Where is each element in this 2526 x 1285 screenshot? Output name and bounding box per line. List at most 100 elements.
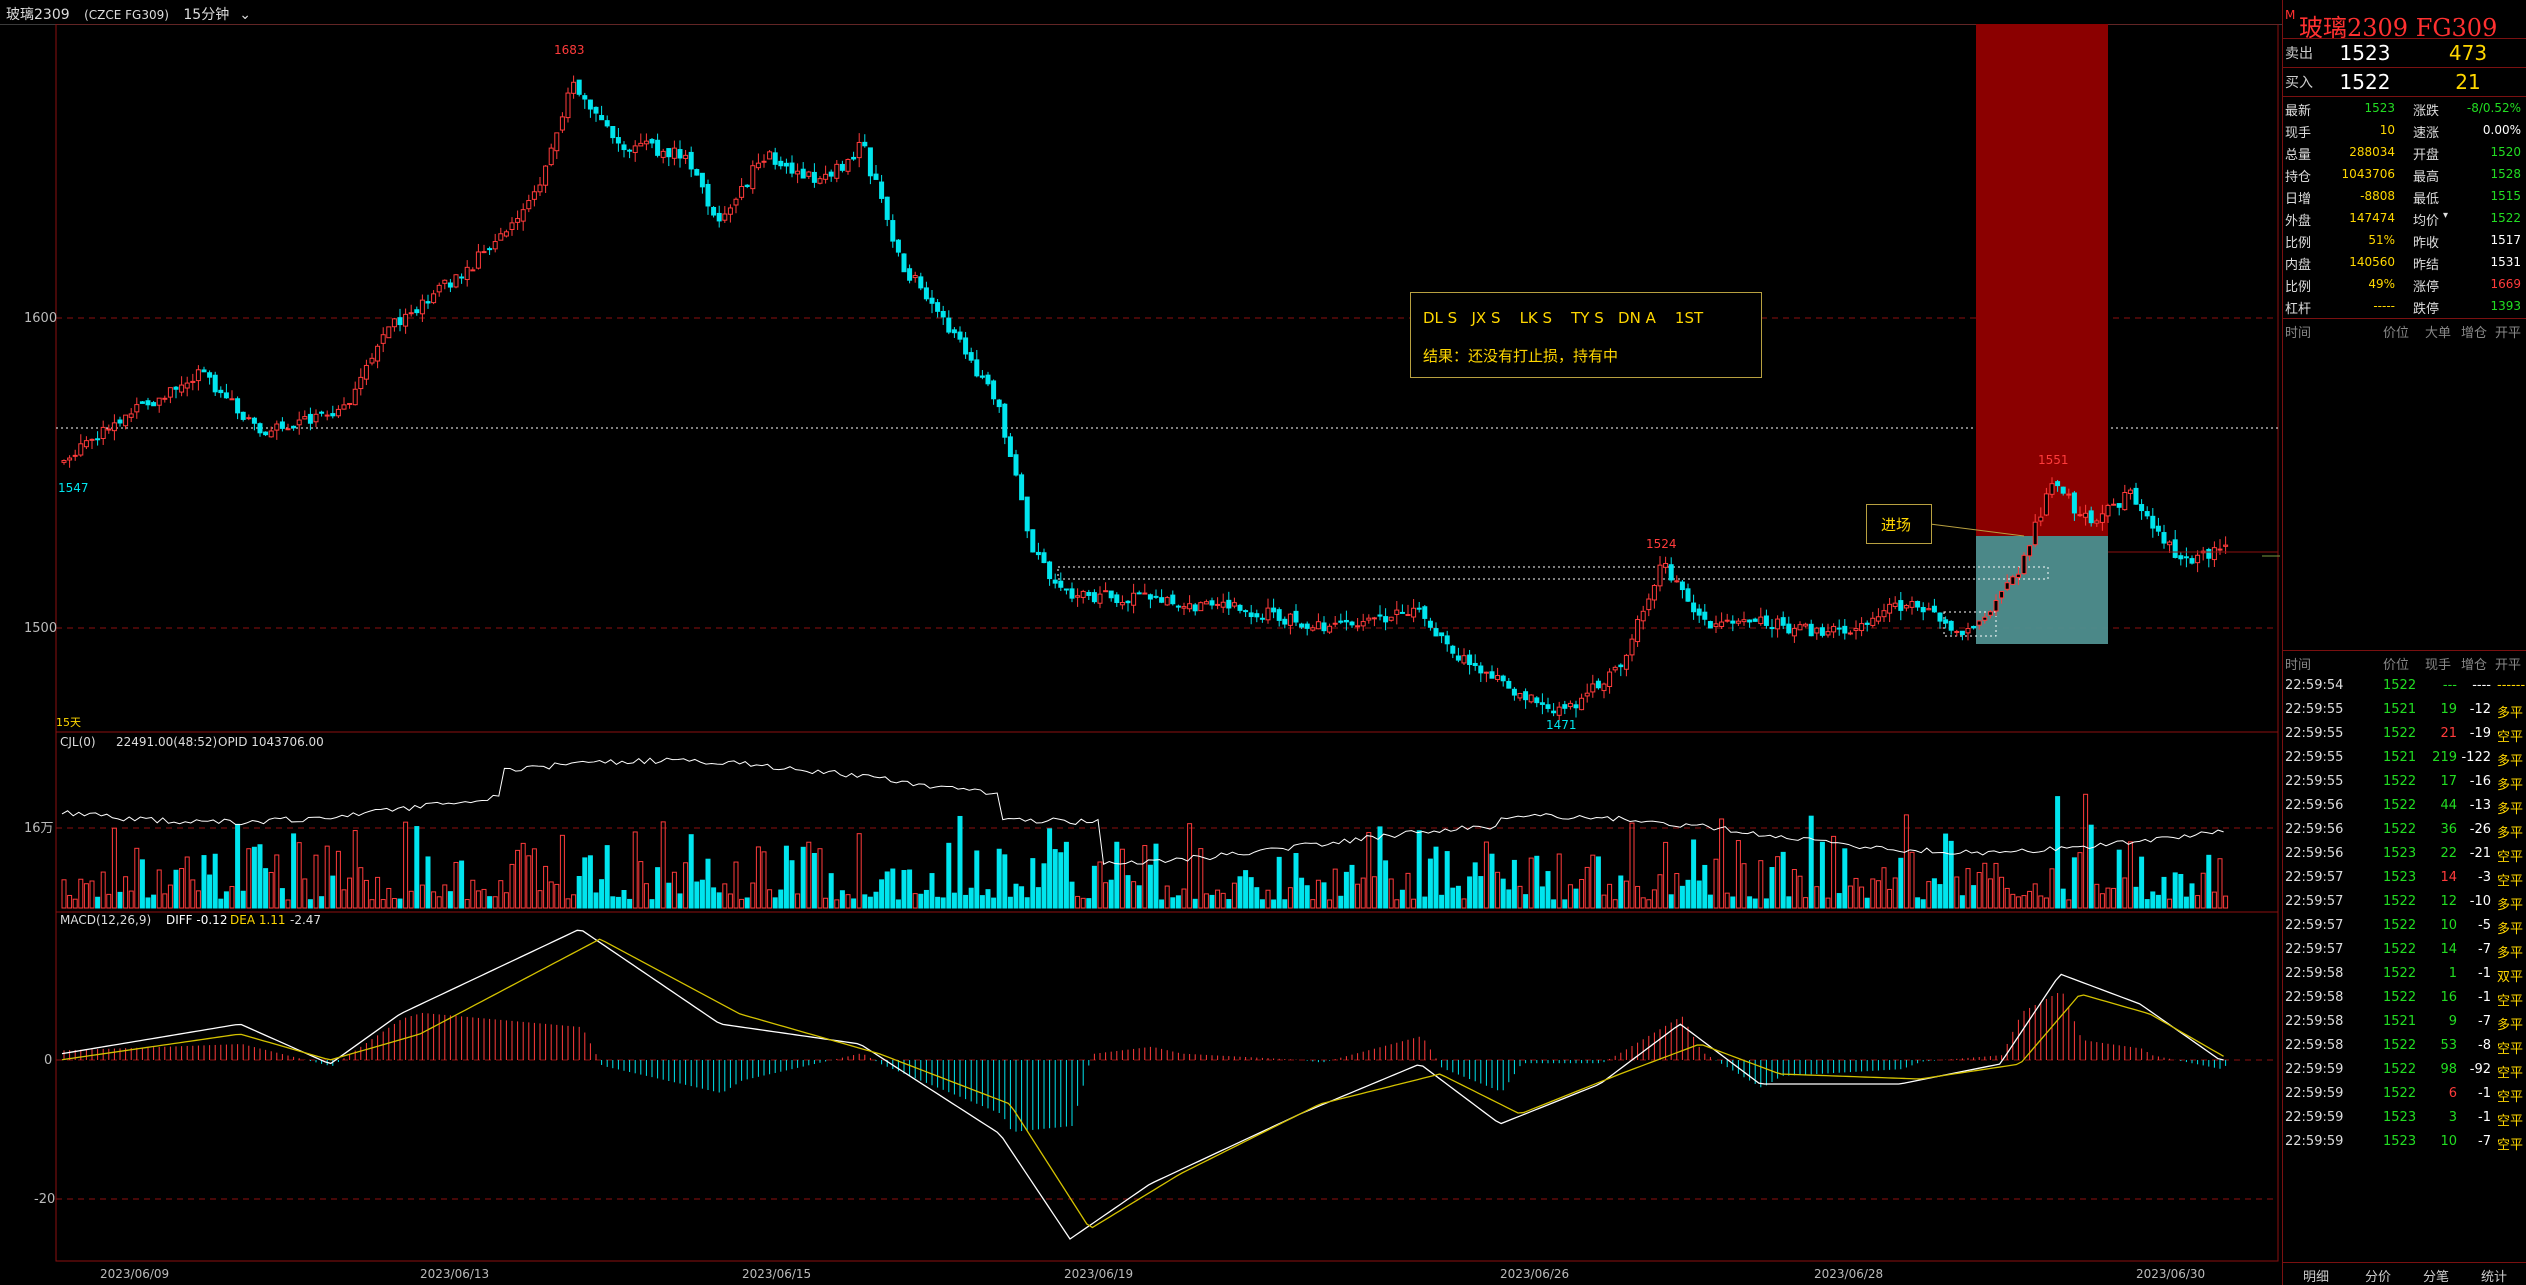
macd-tick-0: 0 (44, 1053, 52, 1068)
chart-canvas[interactable]: 1600 1500 16万 0 -20 1683 1471 1547 1551 … (0, 24, 2282, 1285)
candle (1500, 675, 1506, 682)
tick-row[interactable]: 22:59:59 1523 10 -7 空平 (2283, 1130, 2526, 1154)
candle (1741, 619, 1747, 623)
candle (1707, 621, 1713, 629)
volume-bar (1254, 887, 1260, 909)
tab-detail[interactable]: 明细 (2303, 1270, 2330, 1285)
tick-row[interactable]: 22:59:56 1523 22 -21 空平 (2283, 842, 2526, 866)
volume-bar (179, 868, 185, 909)
candle (1926, 608, 1932, 611)
tick-row[interactable]: 22:59:57 1523 14 -3 空平 (2283, 866, 2526, 890)
volume-bar (1192, 898, 1198, 909)
tick-volume: 22 (2440, 846, 2457, 861)
candle (1646, 598, 1652, 611)
tick-row[interactable]: 22:59:58 1522 16 -1 空平 (2283, 986, 2526, 1010)
volume-bar (1685, 879, 1691, 909)
chart-title[interactable]: 玻璃2309 (CZCE FG309) 15分钟 ⌄ (6, 4, 271, 24)
chevron-down-icon[interactable]: ▾ (2443, 210, 2449, 221)
tab-stats[interactable]: 统计 (2481, 1270, 2508, 1285)
stat-label: 外盘 (2285, 214, 2312, 229)
kline-chart[interactable]: 1600 1500 16万 0 -20 1683 1471 1547 1551 … (0, 24, 2282, 1285)
tick-row[interactable]: 22:59:58 1522 1 -1 双平 (2283, 962, 2526, 986)
entry-label[interactable]: 进场 (1866, 504, 1932, 544)
tab-trades[interactable]: 分笔 (2423, 1270, 2450, 1285)
tick-time: 22:59:56 (2285, 822, 2344, 837)
volume-bar (1707, 894, 1713, 909)
volume-bar (1556, 853, 1562, 909)
volume-bar (106, 893, 112, 909)
contract-name[interactable]: 玻璃2309 FG309 (2299, 14, 2498, 42)
tick-row[interactable]: 22:59:56 1522 44 -13 多平 (2283, 794, 2526, 818)
volume-bar (1926, 881, 1932, 909)
candle (632, 145, 638, 154)
tick-row[interactable]: 22:59:57 1522 10 -5 多平 (2283, 914, 2526, 938)
tick-volume: 14 (2440, 942, 2457, 957)
candle (1539, 702, 1545, 705)
stat-label: 昨结 (2413, 258, 2440, 273)
volume-bar (509, 863, 515, 909)
candle (1870, 617, 1876, 626)
stat-label: 开盘 (2413, 148, 2440, 163)
tick-row[interactable]: 22:59:58 1521 9 -7 多平 (2283, 1010, 2526, 1034)
tick-row[interactable]: 22:59:55 1521 219 -122 多平 (2283, 746, 2526, 770)
candle (755, 162, 761, 169)
tick-row[interactable]: 22:59:55 1522 21 -19 空平 (2283, 722, 2526, 746)
volume-bar (884, 871, 890, 909)
volume-bar (1517, 885, 1523, 909)
tick-volume: 53 (2440, 1038, 2457, 1053)
bid-row[interactable]: 买入 1522 21 (2283, 68, 2526, 96)
volume-bar (223, 891, 229, 909)
tick-row[interactable]: 22:59:59 1522 98 -92 空平 (2283, 1058, 2526, 1082)
stat-label: 内盘 (2285, 258, 2312, 273)
tick-row[interactable]: 22:59:55 1522 17 -16 多平 (2283, 770, 2526, 794)
candle (1192, 604, 1198, 612)
analysis-note[interactable]: DL S JX S LK S TY S DN A 1ST 结果：还没有打止损，持… (1410, 292, 1762, 378)
ask-row[interactable]: 卖出 1523 473 (2283, 39, 2526, 67)
ticks-header: 时间 价位 现手 增仓 开平 (2283, 652, 2526, 673)
tick-row[interactable]: 22:59:56 1522 36 -26 多平 (2283, 818, 2526, 842)
candle (1573, 704, 1579, 709)
candle (839, 163, 845, 171)
candle (2189, 558, 2195, 564)
candle (1321, 622, 1327, 632)
stat-value: 288034 (2349, 145, 2395, 159)
candle (459, 276, 465, 279)
divider (2283, 67, 2526, 68)
volume-bar (1444, 851, 1450, 909)
tick-volume: 36 (2440, 822, 2457, 837)
tab-price[interactable]: 分价 (2365, 1270, 2392, 1285)
volume-bar (1971, 885, 1977, 909)
tick-volume: 10 (2440, 1134, 2457, 1149)
volume-bar (313, 854, 319, 909)
ask-volume: 473 (2448, 41, 2488, 65)
candle (1080, 590, 1086, 598)
tick-row[interactable]: 22:59:58 1522 53 -8 空平 (2283, 1034, 2526, 1058)
quote-header: M 玻璃2309 FG309 (2283, 8, 2526, 42)
volume-bar (1153, 843, 1159, 909)
candle (1455, 655, 1461, 661)
tick-volume: 10 (2440, 918, 2457, 933)
volume-bar (733, 861, 739, 909)
tick-row[interactable]: 22:59:57 1522 12 -10 多平 (2283, 890, 2526, 914)
tick-row[interactable]: 22:59:59 1522 6 -1 空平 (2283, 1082, 2526, 1106)
candle (380, 334, 386, 344)
macd-indicator-name[interactable]: MACD(12,26,9) (60, 913, 151, 927)
volume-bar (291, 833, 297, 909)
volume-bar (2167, 898, 2173, 909)
candle (2071, 492, 2077, 514)
candle (744, 184, 750, 188)
volume-bar (705, 858, 711, 909)
tick-row[interactable]: 22:59:59 1523 3 -1 空平 (2283, 1106, 2526, 1130)
candle (974, 359, 980, 377)
candle (1315, 621, 1321, 630)
tick-row[interactable]: 22:59:57 1522 14 -7 多平 (2283, 938, 2526, 962)
candle (1993, 600, 1999, 612)
period-selector[interactable]: 15分钟 ⌄ (183, 7, 251, 23)
candle (1439, 632, 1445, 637)
volume-bar (1814, 886, 1820, 909)
volume-indicator-name[interactable]: CJL(0) (60, 735, 96, 749)
candle (1623, 654, 1629, 670)
tick-row[interactable]: 22:59:54 1522 --- ---- ------ (2283, 674, 2526, 698)
tick-row[interactable]: 22:59:55 1521 19 -12 多平 (2283, 698, 2526, 722)
candle (935, 302, 941, 312)
